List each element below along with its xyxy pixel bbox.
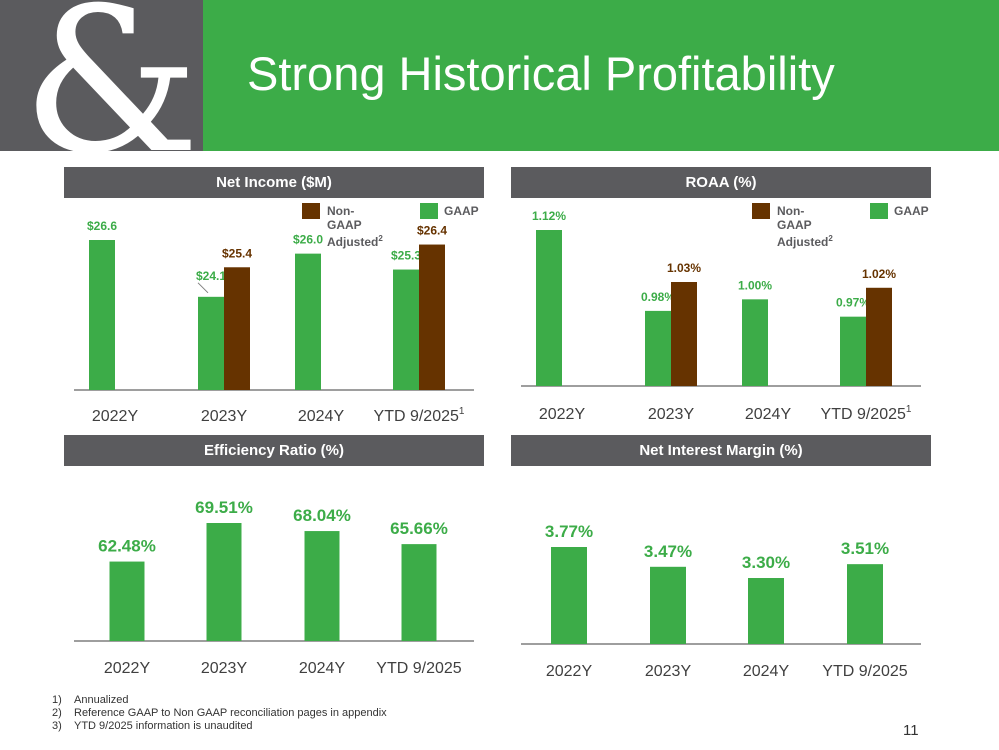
net-income-panel-title: Net Income ($M) [64,167,484,198]
nim-panel-title: Net Interest Margin (%) [511,435,931,466]
category-label: 2022Y [104,660,151,677]
header-logo-panel: & [0,0,203,182]
data-label: 1.03% [667,261,701,275]
data-label: $25.3 [391,249,421,263]
gaap-bar [840,316,866,386]
category-label: YTD 9/2025 [376,660,461,677]
footnote-2: 2) Reference GAAP to Non GAAP reconciliat… [52,707,387,719]
efficiency-ratio-chart: 62.48% 2022Y 69.51% 2023Y 68.04% 2024Y 65.66% Y… [74,498,474,677]
non-gaap-bar [671,282,697,386]
gaap-bar [109,561,145,641]
category-label: YTD 9/20251 [821,404,912,423]
category-label: 2024Y [299,660,346,677]
non-gaap-swatch [752,203,770,219]
gaap-bar [536,230,562,386]
gaap-bar [198,296,224,390]
data-label: 1.12% [532,209,566,223]
data-label: 3.30% [742,553,790,572]
data-label: 3.51% [841,539,889,558]
roaa-panel-title: ROAA (%) [511,167,931,198]
gaap-bar [206,523,242,641]
non-gaap-swatch [302,203,320,219]
gaap-bar [393,269,419,390]
non-gaap-bar [866,287,892,386]
label-leader-line [197,282,209,294]
gaap-bar [295,253,321,390]
gaap-bar [401,544,437,641]
non-gaap-bar [224,267,250,390]
gaap-swatch [870,203,888,219]
category-label: YTD 9/20251 [374,406,465,425]
data-label: 68.04% [293,506,351,525]
gaap-bar [748,578,784,644]
data-label: 0.98% [641,290,675,304]
data-label: 0.97% [836,296,870,310]
category-label: 2023Y [201,660,248,677]
category-label: 2023Y [201,408,248,425]
data-label: $26.4 [417,224,447,238]
data-label: $24.1 [196,269,226,283]
gaap-bar [551,547,587,644]
gaap-bar [742,299,768,386]
gaap-bar [89,240,115,390]
category-label: 2023Y [648,406,695,423]
gaap-bar [650,566,686,644]
data-label: $26.0 [293,233,323,247]
ampersand-logo: & [22,0,201,198]
efficiency-panel-title: Efficiency Ratio (%) [64,435,484,466]
data-label: 1.02% [862,267,896,281]
gaap-legend-label: GAAP [444,204,479,218]
gaap-bar [645,310,671,386]
category-label: 2022Y [539,406,586,423]
category-label: YTD 9/2025 [822,663,907,680]
category-label: 2022Y [546,663,593,680]
category-label: 2024Y [745,406,792,423]
non-gaap-legend-label: Non-GAAP Adjusted2 [777,204,833,249]
non-gaap-bar [419,244,445,390]
category-label: 2022Y [92,408,139,425]
net-interest-margin-chart: 3.77% 2022Y 3.47% 2023Y 3.30% 2024Y 3.51% YTD 9… [521,522,921,680]
gaap-bar [847,564,883,644]
gaap-swatch [420,203,438,219]
data-label: $25.4 [222,246,252,260]
non-gaap-legend-label: Non-GAAP Adjusted2 [327,204,383,249]
data-label: 69.51% [195,498,253,517]
category-label: 2023Y [645,663,692,680]
page-number: 11 [903,722,919,739]
category-label: 2024Y [743,663,790,680]
roaa-chart: 1.12% 2022Y 0.98% 1.03% 2023Y 1.00% 2024Y 0.97%… [521,209,921,423]
data-label: 62.48% [98,537,156,556]
data-label: $26.6 [87,219,117,233]
footnote-3: 3) YTD 9/2025 information is unaudited [52,720,253,732]
footnotes: 1) Annualized 2) Reference GAAP to Non GAA… [52,694,387,733]
net-income-chart: $26.6 2022Y $24.1 $25.4 2023Y $26.0 2024Y $25.3… [74,219,474,425]
gaap-bar [304,531,340,641]
data-label: 3.77% [545,522,593,541]
data-label: 3.47% [644,542,692,561]
page-title: Strong Historical Profitability [247,47,835,100]
category-label: 2024Y [298,408,345,425]
data-label: 1.00% [738,278,772,292]
gaap-legend-label: GAAP [894,204,929,218]
data-label: 65.66% [390,519,448,538]
footnote-1: 1) Annualized [52,694,129,706]
